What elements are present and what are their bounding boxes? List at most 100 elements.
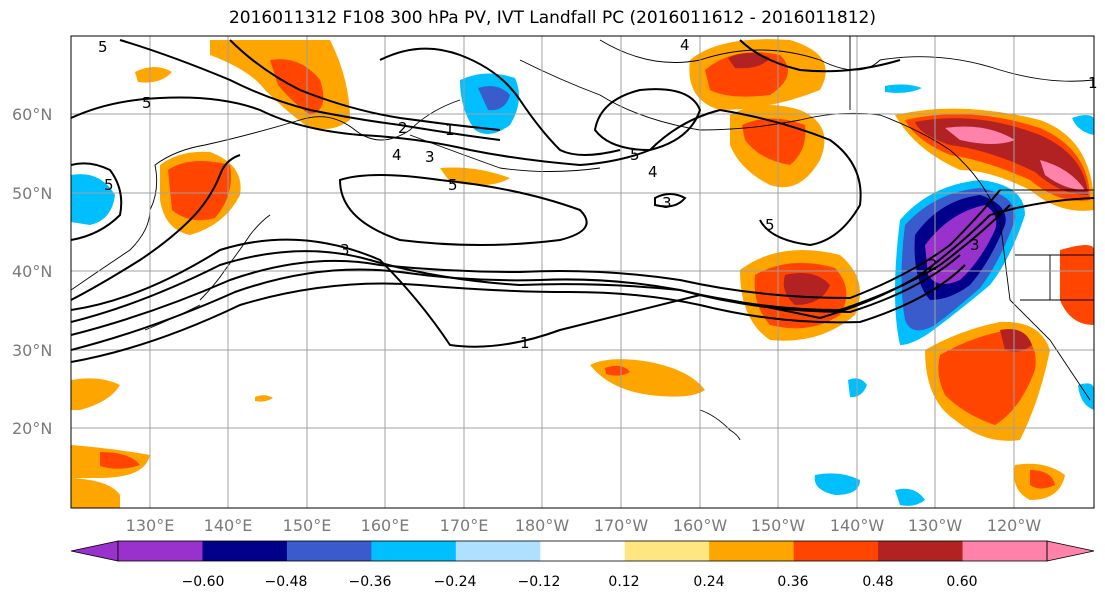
state-borders (849, 36, 1094, 301)
colorbar-segment (371, 541, 457, 561)
positive-anomaly-kamchatka-core (168, 161, 231, 221)
pv-contour-asia (71, 154, 241, 301)
colorbar-tick-label: −0.24 (434, 574, 477, 590)
lon-label: 170°E (440, 516, 489, 535)
positive-anomaly-dot (255, 395, 273, 402)
positive-anomaly-gulf-core (742, 118, 806, 165)
colorbar-tick-label: 0.36 (777, 574, 808, 590)
negative-anomaly-west (71, 174, 115, 225)
negative-anomaly-main-4 (925, 205, 997, 284)
coastline-alaska (519, 59, 1091, 401)
coastline-aleutians (409, 134, 601, 172)
colorbar-segment (455, 541, 541, 561)
positive-anomaly-small (440, 167, 510, 186)
colorbar-tick-label: −0.60 (182, 574, 225, 590)
pv-contours (71, 39, 1094, 363)
contour-label: 5 (142, 94, 152, 112)
colorbar-segment (286, 541, 372, 561)
coastline-north (599, 39, 1094, 82)
coastline-asia (71, 99, 461, 291)
lat-label: 30°N (12, 341, 52, 360)
pv-contour-3 (71, 189, 1001, 336)
longitude-labels: 130°E 140°E 150°E 160°E 170°E 180°W 170°… (126, 516, 1042, 535)
pv-contour-north (71, 96, 862, 247)
contour-label: 3 (425, 148, 435, 166)
colorbar-segment (793, 541, 879, 561)
lon-label: 130°E (126, 516, 175, 535)
negative-anomaly-edge (1078, 383, 1094, 410)
pv-contour-small (654, 193, 687, 208)
ivt-shading (71, 39, 1094, 508)
colorbar-segment (624, 541, 710, 561)
contour-label: 4 (392, 146, 402, 164)
colorbar-segment (540, 541, 626, 561)
pv-contour-5 (71, 264, 966, 363)
positive-anomaly-alaska-core (705, 52, 788, 97)
colorbar-tick-label: −0.36 (349, 574, 392, 590)
positive-anomaly-alaska-max (728, 53, 770, 69)
positive-anomaly-se-core (1030, 470, 1055, 489)
negative-anomaly-edge3 (885, 84, 922, 93)
contour-label: 5 (630, 146, 640, 164)
colorbar-tick-label: 0.48 (862, 574, 893, 590)
pv-contour-north3 (229, 39, 501, 131)
positive-anomaly-pnw-peak2 (1040, 160, 1085, 190)
contour-label: 5 (98, 38, 108, 56)
colorbar-segment (962, 541, 1048, 561)
pv-contour-west (71, 162, 123, 241)
colorbar-arrow-right (1046, 540, 1095, 562)
negative-anomaly-north-core (478, 86, 510, 111)
contour-labels: 5 5 5 1 2 3 4 1 3 5 4 5 4 3 5 3 2 1 (98, 36, 1098, 352)
lon-label: 170°W (594, 516, 649, 535)
positive-anomaly-nw (135, 67, 172, 83)
colorbar-tick-label: −0.12 (518, 574, 561, 590)
positive-anomaly-mexico-max (1000, 329, 1032, 352)
contour-label: 1 (445, 121, 455, 139)
lon-label: 150°E (283, 516, 332, 535)
lon-label: 160°W (673, 516, 728, 535)
positive-anomaly-mexico-core (938, 330, 1036, 425)
colorbar-ticks: −0.60 −0.48 −0.36 −0.24 −0.12 0.12 0.24 … (182, 574, 978, 590)
colorbar-tick-label: 0.24 (693, 574, 724, 590)
map-frame (70, 35, 1095, 509)
contour-label: 3 (340, 241, 350, 259)
contour-label: 5 (104, 176, 114, 194)
pv-contour-top (739, 39, 901, 73)
colorbar-tick-label: 0.60 (946, 574, 977, 590)
contour-label: 3 (662, 194, 672, 212)
map-title: 2016011312 F108 300 hPa PV, IVT Landfall… (228, 8, 876, 28)
lon-label: 140°E (204, 516, 253, 535)
lat-label: 50°N (12, 184, 52, 203)
positive-anomaly-east-edge (1060, 245, 1094, 325)
contour-label: 1 (1088, 74, 1098, 92)
pv-contour-2 (71, 204, 1011, 323)
lon-label: 160°E (361, 516, 410, 535)
coastlines (71, 36, 1094, 441)
colorbar-segment (118, 541, 203, 561)
contour-label: 2 (928, 256, 938, 274)
lon-label: 140°W (830, 516, 885, 535)
contour-label: 5 (765, 216, 775, 234)
contour-label: 5 (448, 176, 458, 194)
colorbar-frame (117, 540, 1048, 562)
pv-contour-loop (593, 88, 702, 152)
lat-label: 40°N (12, 262, 52, 281)
pv-contour-ridge (338, 174, 588, 246)
lat-label: 60°N (12, 105, 52, 124)
positive-anomaly-sw-bottom (71, 478, 120, 508)
positive-anomaly-bering-core (270, 59, 324, 115)
coastline-japan (199, 214, 271, 301)
negative-anomaly-south-2 (895, 488, 925, 506)
lon-label: 150°W (751, 516, 806, 535)
pv-contour-1 (71, 197, 1094, 348)
contour-label: 1 (520, 334, 530, 352)
lon-label: 180°W (515, 516, 570, 535)
positive-anomaly-sw-edge (71, 378, 120, 410)
contour-label: 4 (648, 163, 658, 181)
positive-anomaly-hawaii-core (605, 365, 630, 376)
colorbar-segment (202, 541, 288, 561)
latitude-labels: 60°N 50°N 40°N 30°N 20°N (12, 105, 52, 438)
lon-label: 120°W (987, 516, 1042, 535)
colorbar-arrow-left (70, 540, 119, 562)
